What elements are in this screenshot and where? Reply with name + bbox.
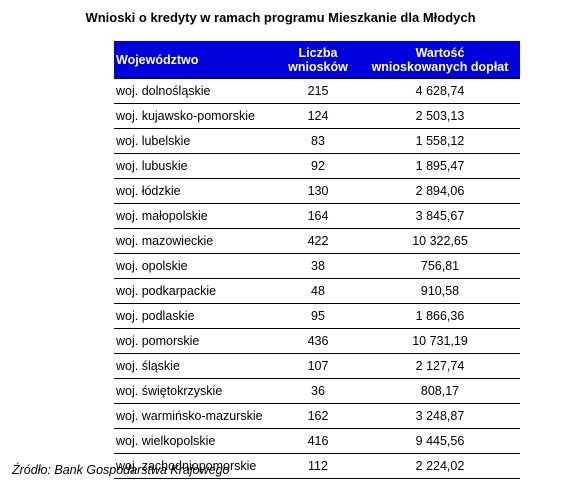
- header-value: Wartość wnioskowanych dopłat: [360, 41, 520, 79]
- table-row: woj. śląskie 107 2 127,74: [114, 353, 520, 379]
- value-cell: 4 628,74: [360, 78, 520, 104]
- table-row: woj. opolskie 38 756,81: [114, 253, 520, 279]
- table-row: woj. łódzkie 130 2 894,06: [114, 178, 520, 204]
- table-row: woj. mazowieckie 422 10 322,65: [114, 228, 520, 254]
- value-cell: 910,58: [360, 278, 520, 304]
- count-cell: 112: [276, 453, 360, 479]
- value-cell: 3 248,87: [360, 403, 520, 429]
- value-cell: 2 894,06: [360, 178, 520, 204]
- table-row: woj. pomorskie 436 10 731,19: [114, 328, 520, 354]
- table-row: woj. wielkopolskie 416 9 445,56: [114, 428, 520, 454]
- region-cell: woj. podkarpackie: [114, 278, 276, 304]
- region-cell: woj. łódzkie: [114, 178, 276, 204]
- value-cell: 1 895,47: [360, 153, 520, 179]
- header-count-line1: Liczba: [298, 45, 338, 60]
- table-row: woj. świętokrzyskie 36 808,17: [114, 378, 520, 404]
- count-cell: 436: [276, 328, 360, 354]
- count-cell: 162: [276, 403, 360, 429]
- count-cell: 48: [276, 278, 360, 304]
- count-cell: 164: [276, 203, 360, 229]
- value-cell: 10 731,19: [360, 328, 520, 354]
- count-cell: 95: [276, 303, 360, 329]
- count-cell: 416: [276, 428, 360, 454]
- value-cell: 1 866,36: [360, 303, 520, 329]
- region-cell: woj. lubuskie: [114, 153, 276, 179]
- count-cell: 107: [276, 353, 360, 379]
- value-cell: 808,17: [360, 378, 520, 404]
- table-row: woj. warmińsko-mazurskie 162 3 248,87: [114, 403, 520, 429]
- count-cell: 92: [276, 153, 360, 179]
- value-cell: 2 503,13: [360, 103, 520, 129]
- table-body: woj. dolnośląskie 215 4 628,74 woj. kujawsk…: [114, 78, 520, 479]
- region-cell: woj. lubelskie: [114, 128, 276, 154]
- value-cell: 2 127,74: [360, 353, 520, 379]
- region-cell: woj. mazowieckie: [114, 228, 276, 254]
- data-table: Województwo Liczba wniosków Wartość wnio…: [114, 41, 520, 479]
- region-cell: woj. dolnośląskie: [114, 78, 276, 104]
- region-cell: woj. śląskie: [114, 353, 276, 379]
- region-cell: woj. warmińsko-mazurskie: [114, 403, 276, 429]
- count-cell: 215: [276, 78, 360, 104]
- header-count: Liczba wniosków: [276, 41, 360, 79]
- table-row: woj. dolnośląskie 215 4 628,74: [114, 78, 520, 104]
- count-cell: 130: [276, 178, 360, 204]
- value-cell: 3 845,67: [360, 203, 520, 229]
- source-note: Źródło: Bank Gospodarstwa Krajowego: [12, 463, 230, 477]
- count-cell: 38: [276, 253, 360, 279]
- value-cell: 9 445,56: [360, 428, 520, 454]
- count-cell: 83: [276, 128, 360, 154]
- count-cell: 422: [276, 228, 360, 254]
- count-cell: 124: [276, 103, 360, 129]
- header-value-line2: wnioskowanych dopłat: [371, 59, 509, 74]
- table-row: woj. podkarpackie 48 910,58: [114, 278, 520, 304]
- region-cell: woj. pomorskie: [114, 328, 276, 354]
- table-row: woj. lubelskie 83 1 558,12: [114, 128, 520, 154]
- region-cell: woj. wielkopolskie: [114, 428, 276, 454]
- table-header: Województwo Liczba wniosków Wartość wnio…: [114, 41, 520, 79]
- region-cell: woj. kujawsko-pomorskie: [114, 103, 276, 129]
- region-cell: woj. małopolskie: [114, 203, 276, 229]
- region-cell: woj. zachodniopomorskie: [114, 453, 276, 479]
- value-cell: 2 224,02: [360, 453, 520, 479]
- table-row: woj. kujawsko-pomorskie 124 2 503,13: [114, 103, 520, 129]
- region-cell: woj. świętokrzyskie: [114, 378, 276, 404]
- value-cell: 756,81: [360, 253, 520, 279]
- table-row: woj. małopolskie 164 3 845,67: [114, 203, 520, 229]
- region-cell: woj. opolskie: [114, 253, 276, 279]
- page-title: Wnioski o kredyty w ramach programu Mies…: [85, 10, 476, 25]
- header-value-line1: Wartość: [415, 45, 465, 60]
- value-cell: 10 322,65: [360, 228, 520, 254]
- value-cell: 1 558,12: [360, 128, 520, 154]
- table-row: woj. zachodniopomorskie 112 2 224,02: [114, 453, 520, 479]
- header-region: Województwo: [114, 41, 276, 79]
- count-cell: 36: [276, 378, 360, 404]
- table-row: woj. lubuskie 92 1 895,47: [114, 153, 520, 179]
- header-count-line2: wniosków: [288, 59, 348, 74]
- region-cell: woj. podlaskie: [114, 303, 276, 329]
- table-row: woj. podlaskie 95 1 866,36: [114, 303, 520, 329]
